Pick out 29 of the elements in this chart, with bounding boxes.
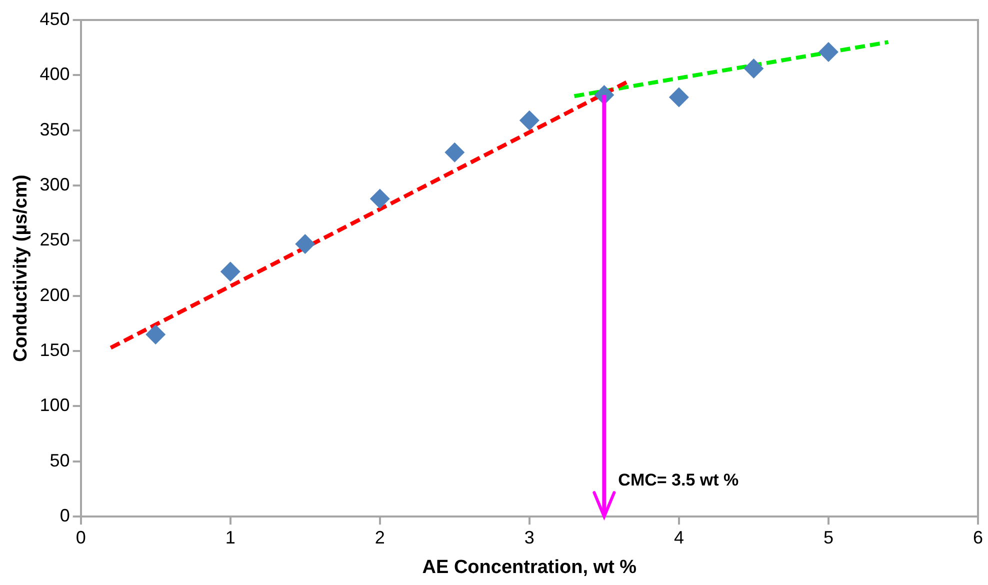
x-tick-label: 2 (374, 527, 385, 548)
x-tick-label: 5 (823, 527, 834, 548)
x-axis-title: AE Concentration, wt % (422, 556, 637, 578)
x-tick-label: 1 (225, 527, 236, 548)
y-tick-label: 0 (60, 506, 70, 526)
y-tick-label: 100 (40, 395, 70, 416)
y-tick-label: 300 (40, 174, 70, 194)
y-tick-label: 200 (40, 284, 70, 305)
y-tick-label: 250 (40, 230, 70, 250)
y-axis-title: Conductivity (µs/cm) (10, 174, 32, 362)
x-tick-label: 4 (674, 527, 684, 548)
ref-line-label: CMC= 3.5 wt % (618, 470, 739, 490)
point (220, 262, 240, 282)
point (744, 58, 764, 79)
x-tick-label: 0 (76, 527, 86, 548)
y-tick-label: 350 (40, 119, 70, 140)
y-tick-label: 50 (50, 450, 70, 470)
point (295, 234, 316, 254)
y-tick-label: 400 (40, 64, 70, 84)
point (668, 87, 689, 108)
y-tick-label: 450 (40, 8, 70, 29)
y-tick-label: 150 (40, 340, 70, 360)
x-tick-label: 6 (972, 527, 984, 548)
point (444, 142, 465, 162)
point (519, 110, 540, 130)
point (818, 42, 838, 62)
point (370, 188, 390, 209)
point (146, 324, 166, 345)
x-tick-label: 3 (524, 527, 534, 548)
